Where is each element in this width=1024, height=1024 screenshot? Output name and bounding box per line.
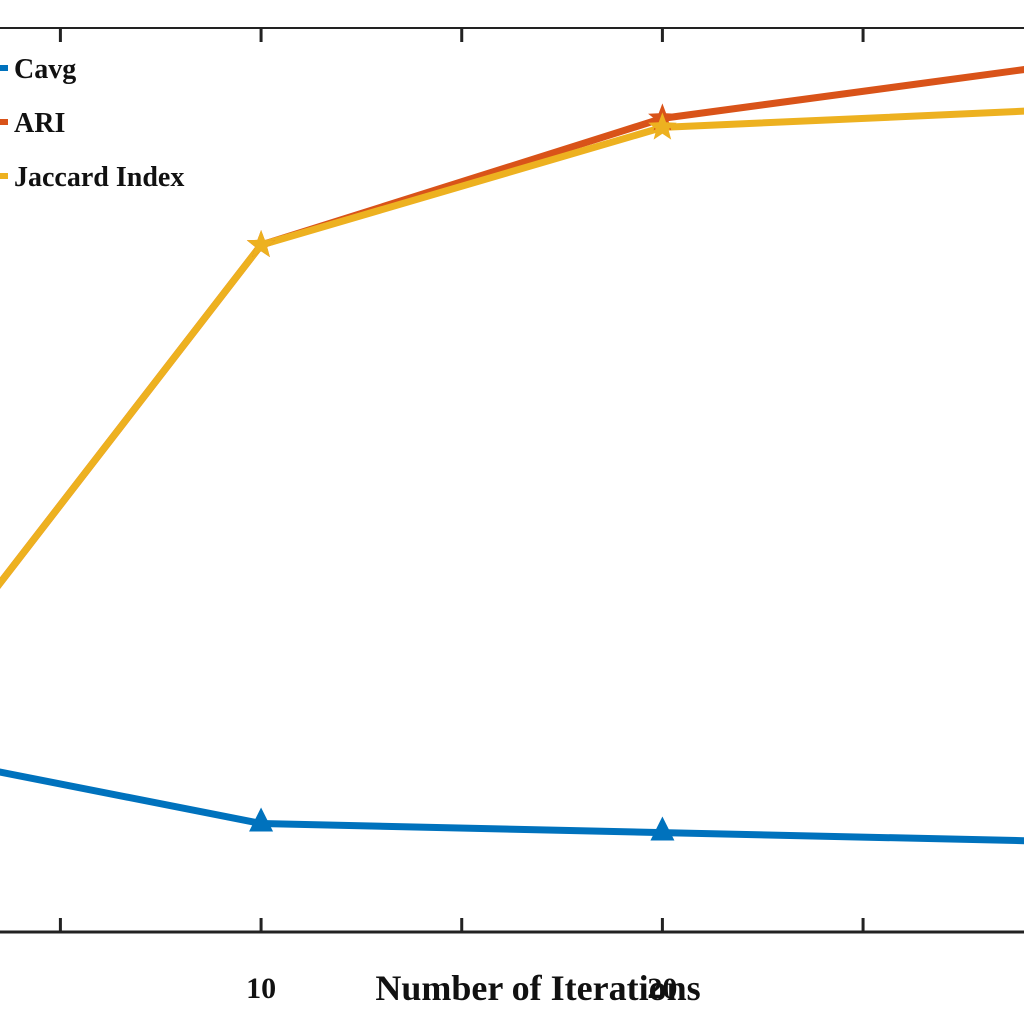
legend-label-cavg: Cavg <box>14 54 76 85</box>
x-tick-label: 10 <box>246 972 276 1005</box>
legend: Cavg ARI Jaccard Index <box>0 54 184 193</box>
legend-label-ari: ARI <box>14 108 65 139</box>
axes: 10 20 <box>0 27 1024 1005</box>
series-markers <box>246 103 677 841</box>
series-line-jaccard-index <box>0 107 1024 589</box>
data-point-cavg <box>650 816 675 841</box>
data-point-jaccard-index <box>246 230 276 258</box>
data-point-jaccard-index <box>648 112 677 140</box>
data-point-cavg <box>249 807 274 832</box>
legend-label-jaccard-index: Jaccard Index <box>14 162 184 193</box>
series-lines <box>0 66 1024 845</box>
x-tick-label: 20 <box>647 972 677 1005</box>
x-axis-title: Number of Iterations <box>375 968 700 1008</box>
series-line-cavg <box>0 768 1024 845</box>
